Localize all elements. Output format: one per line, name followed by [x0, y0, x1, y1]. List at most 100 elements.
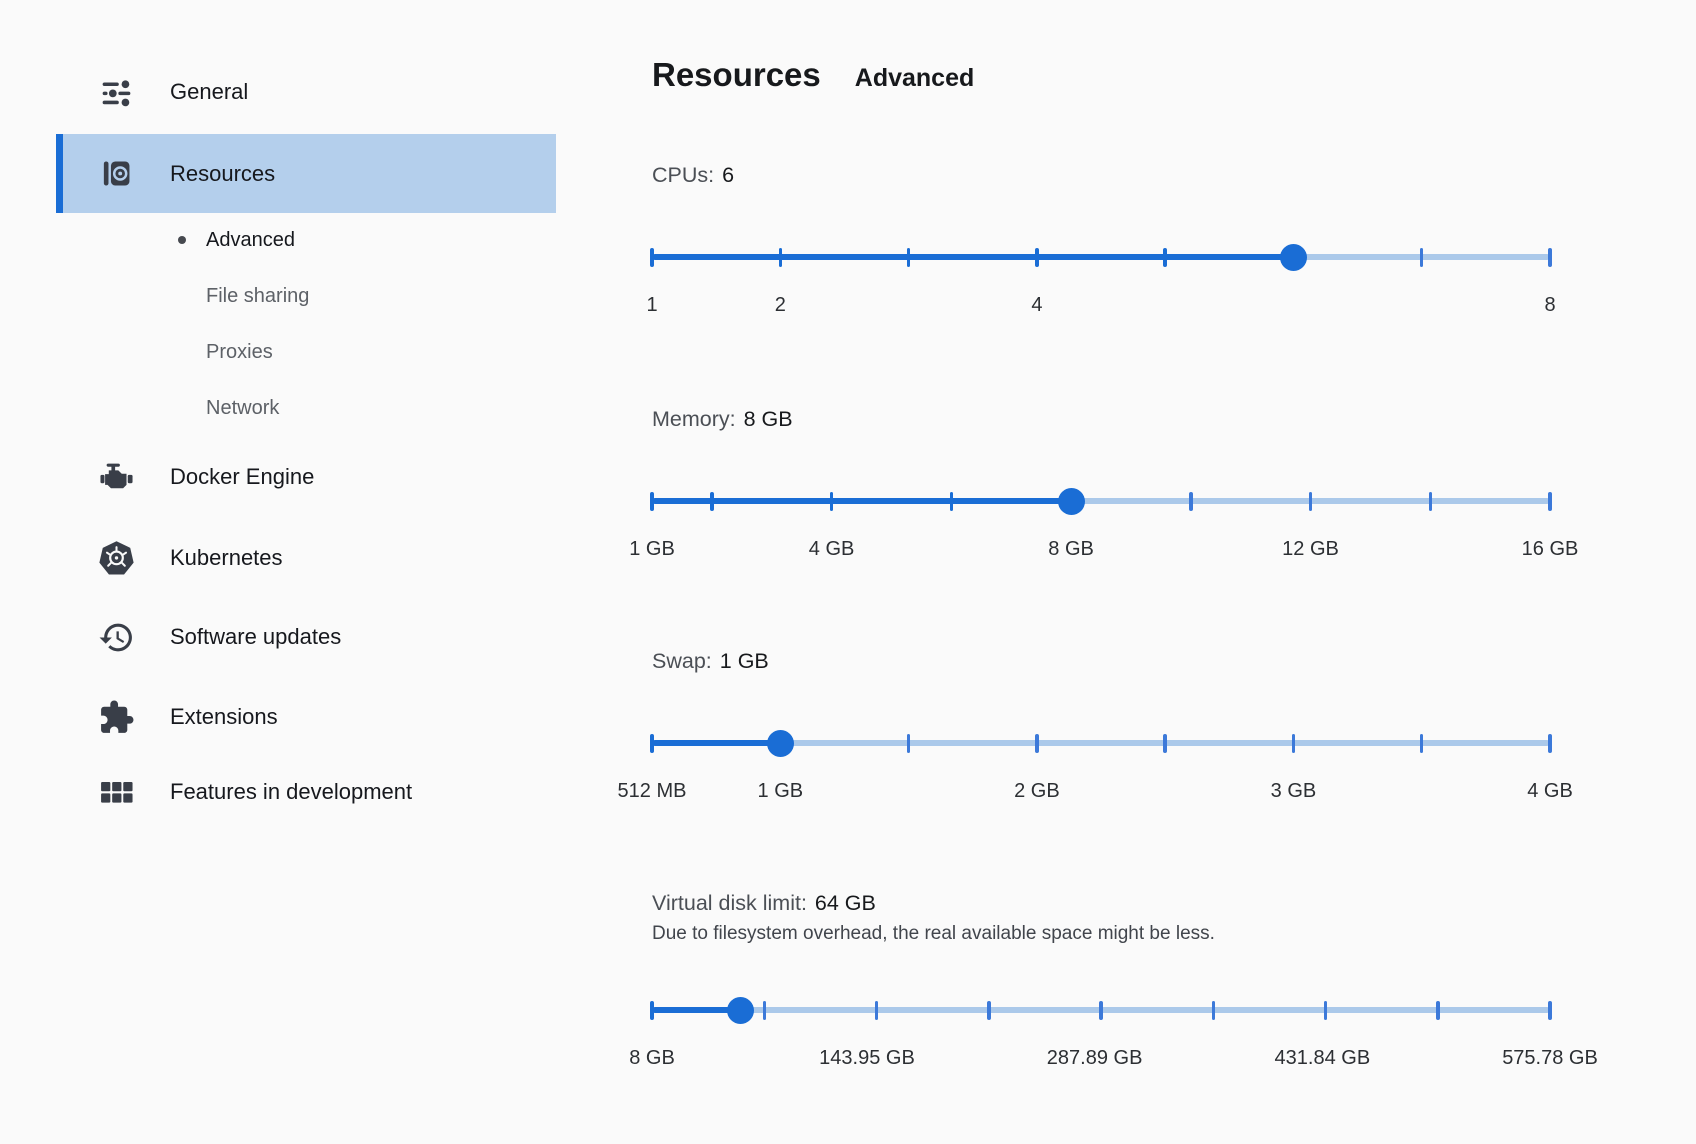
disk-tick — [650, 1000, 654, 1020]
cpus-tick — [1035, 247, 1039, 267]
disk-tick — [1436, 1000, 1440, 1020]
swap-tick — [1291, 733, 1296, 753]
swap-tick — [1419, 733, 1424, 753]
sidebar-subitem-proxies[interactable]: Proxies — [56, 324, 556, 380]
sidebar-subitem-label: Network — [206, 396, 280, 419]
virtual-disk-slider[interactable] — [650, 996, 1552, 1024]
virtual-disk-section: Virtual disk limit: 64 GB Due to filesyst… — [629, 888, 1598, 1072]
cpus-tick-label: 8 — [1544, 294, 1556, 316]
cpus-slider[interactable] — [650, 243, 1552, 271]
memory-tick — [949, 491, 954, 511]
sidebar-item-label: Kubernetes — [170, 545, 283, 570]
swap-slider-fill — [652, 740, 781, 746]
memory-tick — [1428, 491, 1433, 511]
virtual-disk-heading: Virtual disk limit: 64 GB — [652, 888, 1550, 918]
cpus-tick-label: 4 — [1031, 294, 1043, 316]
memory-tick-label: 8 GB — [1048, 538, 1094, 560]
swap-slider-track[interactable] — [650, 729, 1552, 757]
cpus-tick-labels: 1 2 4 8 — [646, 291, 1555, 319]
disk-tick — [762, 1000, 766, 1020]
disk-tick-label: 143.95 GB — [819, 1047, 915, 1069]
cpus-tick-label: 1 — [646, 294, 658, 316]
sidebar-subitem-network[interactable]: Network — [56, 380, 556, 436]
swap-tick-label: 4 GB — [1527, 780, 1573, 802]
memory-slider-fill — [652, 498, 1072, 504]
swap-tick-label: 512 MB — [617, 780, 687, 802]
settings-sidebar: General Resources Advanced File sharing … — [56, 0, 556, 1144]
swap-tick-label: 3 GB — [1270, 780, 1317, 802]
history-icon — [96, 617, 136, 657]
sidebar-subitem-file-sharing[interactable]: File sharing — [56, 268, 556, 324]
cpus-tick — [1548, 247, 1552, 267]
memory-tick — [829, 491, 834, 511]
disk-tick — [987, 1000, 991, 1020]
memory-tick — [650, 491, 654, 511]
cpus-heading: CPUs: 6 — [652, 160, 1550, 190]
cpus-value: 6 — [722, 163, 735, 187]
memory-section: Memory: 8 GB 1 GB 4 GB 8 GB 12 GB 16 GB — [629, 404, 1578, 563]
cpus-label: CPUs: — [652, 163, 715, 187]
virtual-disk-tick-labels: 8 GB 143.95 GB 287.89 GB 431.84 GB 575.78 GB — [629, 1044, 1598, 1072]
cpus-tick — [778, 247, 783, 267]
engine-icon — [96, 457, 136, 497]
sidebar-item-docker-engine[interactable]: Docker Engine — [56, 449, 556, 505]
virtual-disk-description: Due to filesystem overhead, the real ava… — [652, 923, 1215, 944]
swap-tick — [906, 733, 911, 753]
memory-tick — [1308, 491, 1313, 511]
swap-tick-label: 1 GB — [757, 780, 804, 802]
sidebar-item-label: Features in development — [170, 779, 413, 804]
page-header: Resources Advanced — [652, 56, 974, 94]
swap-slider[interactable] — [650, 729, 1552, 757]
disk-tick — [1548, 1000, 1552, 1020]
disk-tick — [1211, 1000, 1215, 1020]
sidebar-item-label: Resources — [170, 160, 276, 186]
virtual-disk-slider-track[interactable] — [650, 996, 1552, 1024]
memory-heading: Memory: 8 GB — [652, 404, 1550, 434]
tune-icon — [96, 72, 136, 112]
sidebar-item-features-in-development[interactable]: Features in development — [56, 764, 556, 820]
cpus-slider-thumb[interactable] — [1279, 243, 1307, 271]
sidebar-subitem-label: File sharing — [206, 284, 310, 307]
sidebar-item-resources[interactable]: Resources — [56, 134, 556, 213]
memory-slider[interactable] — [650, 487, 1552, 515]
cpus-slider-fill — [652, 254, 1294, 260]
swap-heading: Swap: 1 GB — [652, 646, 1550, 676]
swap-label: Swap: — [652, 649, 712, 673]
sidebar-item-extensions[interactable]: Extensions — [56, 689, 556, 745]
sidebar-item-software-updates[interactable]: Software updates — [56, 609, 556, 665]
disk-tick-label: 8 GB — [629, 1047, 675, 1069]
memory-tick-label: 1 GB — [629, 538, 675, 560]
swap-slider-thumb[interactable] — [766, 729, 794, 757]
sidebar-item-general[interactable]: General — [56, 64, 556, 120]
swap-tick — [1163, 733, 1167, 753]
sidebar-subitem-label: Proxies — [206, 340, 273, 363]
disk-slider-thumb[interactable] — [727, 996, 755, 1024]
memory-label: Memory: — [652, 407, 736, 431]
memory-slider-track[interactable] — [650, 487, 1552, 515]
disk-tick-label: 431.84 GB — [1274, 1047, 1371, 1069]
grid-icon — [96, 772, 136, 812]
swap-tick — [1035, 733, 1039, 753]
sidebar-item-label: Software updates — [170, 624, 342, 649]
sidebar-subitem-label: Advanced — [206, 228, 295, 251]
puzzle-icon — [96, 697, 136, 737]
disk-tick — [1323, 1000, 1328, 1020]
memory-tick-label: 16 GB — [1521, 538, 1579, 560]
cpus-slider-track[interactable] — [650, 243, 1552, 271]
sidebar-subitem-advanced[interactable]: Advanced — [56, 212, 556, 268]
disk-tick — [874, 1000, 879, 1020]
sidebar-item-kubernetes[interactable]: Kubernetes — [56, 530, 556, 586]
swap-section: Swap: 1 GB 512 MB 1 GB 2 GB 3 GB 4 GB — [618, 646, 1573, 805]
kubernetes-icon — [96, 538, 136, 578]
memory-tick-labels: 1 GB 4 GB 8 GB 12 GB 16 GB — [629, 535, 1578, 563]
cpus-section: CPUs: 6 1 2 4 8 — [646, 160, 1555, 319]
sidebar-item-label: Docker Engine — [170, 464, 315, 489]
sidebar-item-label: Extensions — [170, 704, 278, 729]
virtual-disk-slider-fill — [652, 1007, 741, 1013]
memory-tick — [1189, 491, 1193, 511]
swap-tick-label: 2 GB — [1014, 780, 1060, 802]
virtual-disk-label: Virtual disk limit: — [652, 891, 807, 915]
memory-slider-thumb[interactable] — [1057, 487, 1085, 515]
memory-value: 8 GB — [743, 407, 793, 431]
sidebar-item-label: General — [170, 79, 249, 104]
